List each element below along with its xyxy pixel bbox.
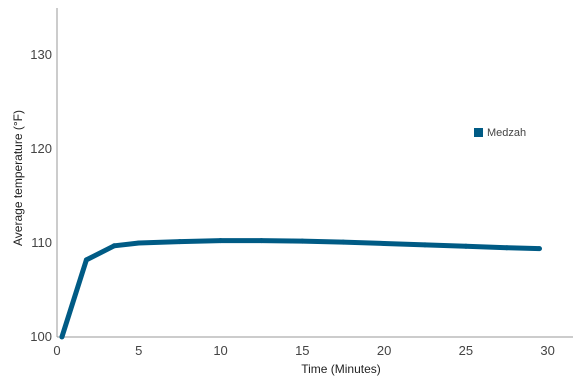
y-tick-label: 130 (30, 47, 52, 62)
data-point (299, 238, 305, 244)
y-tick-label: 110 (31, 235, 52, 250)
y-axis-title: Average temperature (°F) (11, 110, 25, 246)
legend-label: Medzah (487, 127, 526, 139)
x-tick-label: 0 (53, 343, 60, 358)
series-line-0 (59, 238, 540, 338)
x-tick-labels: 0 5 10 15 20 25 30 (53, 343, 554, 358)
y-tick-label: 120 (30, 141, 52, 156)
data-point (258, 238, 264, 244)
y-tick-labels: 100 110 120 130 (30, 47, 52, 344)
x-tick-label: 5 (135, 343, 142, 358)
x-tick-label: 10 (213, 343, 227, 358)
data-point (340, 239, 346, 245)
data-point (177, 239, 183, 245)
x-tick-label: 15 (295, 343, 309, 358)
legend-swatch (474, 128, 483, 137)
data-point (422, 242, 428, 248)
data-point (463, 243, 469, 249)
data-point (381, 241, 387, 246)
data-point (218, 238, 223, 244)
series-layer (59, 238, 542, 340)
x-tick-label: 25 (459, 343, 473, 358)
legend: Medzah (474, 127, 526, 139)
x-tick-label: 30 (540, 343, 554, 358)
x-tick-label: 20 (377, 343, 391, 358)
x-axis-title: Time (Minutes) (301, 362, 381, 376)
data-point (83, 257, 89, 263)
data-point (59, 334, 65, 340)
axes (56, 8, 573, 338)
data-point (537, 246, 542, 252)
data-point (504, 245, 510, 251)
y-tick-label: 100 (30, 329, 52, 344)
data-point (136, 240, 142, 246)
data-point (111, 243, 117, 249)
